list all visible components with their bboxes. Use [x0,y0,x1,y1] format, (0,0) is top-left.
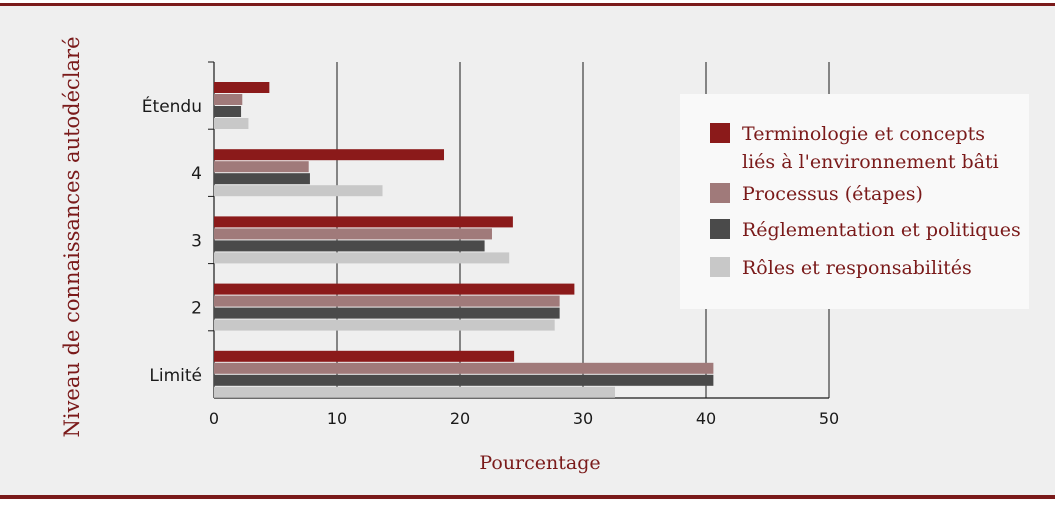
bar [214,362,714,374]
x-axis-title: Pourcentage [479,452,601,474]
x-tick-label: 20 [450,409,470,428]
bar [214,228,492,240]
bar [214,94,243,105]
legend-swatch [710,257,730,277]
top-rule [0,3,1055,6]
legend-label: Réglementation et politiques [742,219,1021,241]
bar [214,386,615,398]
x-tick-label: 50 [819,409,839,428]
bar [214,374,714,386]
bar [214,350,515,362]
y-tick-label: 4 [191,164,202,184]
legend-item-terminologie: Terminologie et concepts liés à l'enviro… [710,120,999,176]
y-tick-label: Étendu [142,95,202,117]
y-axis-title: Niveau de connaissances autodéclaré [60,36,84,438]
x-tick-label: 30 [573,409,593,428]
bar [214,283,575,295]
legend-swatch [710,219,730,239]
bar [214,216,513,228]
bar [214,173,310,185]
y-tick-label: 3 [191,231,202,251]
bar [214,161,309,173]
bottom-rule [0,495,1055,499]
bar [214,106,242,117]
bar [214,252,510,264]
legend-label: Terminologie et concepts liés à l'enviro… [742,123,999,173]
legend-swatch [710,123,730,143]
legend: Terminologie et concepts liés à l'enviro… [680,94,1029,309]
y-tick-label: Limité [149,366,202,386]
bar [214,307,560,319]
bar [214,149,445,161]
bar [214,295,560,307]
legend-item-reglementation: Réglementation et politiques [710,216,1021,244]
bar [214,240,485,252]
bar [214,319,555,331]
bar [214,118,249,129]
x-tick-label: 40 [696,409,716,428]
legend-item-processus: Processus (étapes) [710,180,923,208]
bar [214,185,383,197]
bar [214,82,270,93]
legend-item-roles: Rôles et responsabilités [710,254,972,282]
x-tick-label: 0 [209,409,219,428]
legend-label: Processus (étapes) [742,183,923,205]
x-tick-label: 10 [327,409,347,428]
y-tick-label: 2 [191,299,202,319]
legend-swatch [710,183,730,203]
legend-label: Rôles et responsabilités [742,257,972,279]
